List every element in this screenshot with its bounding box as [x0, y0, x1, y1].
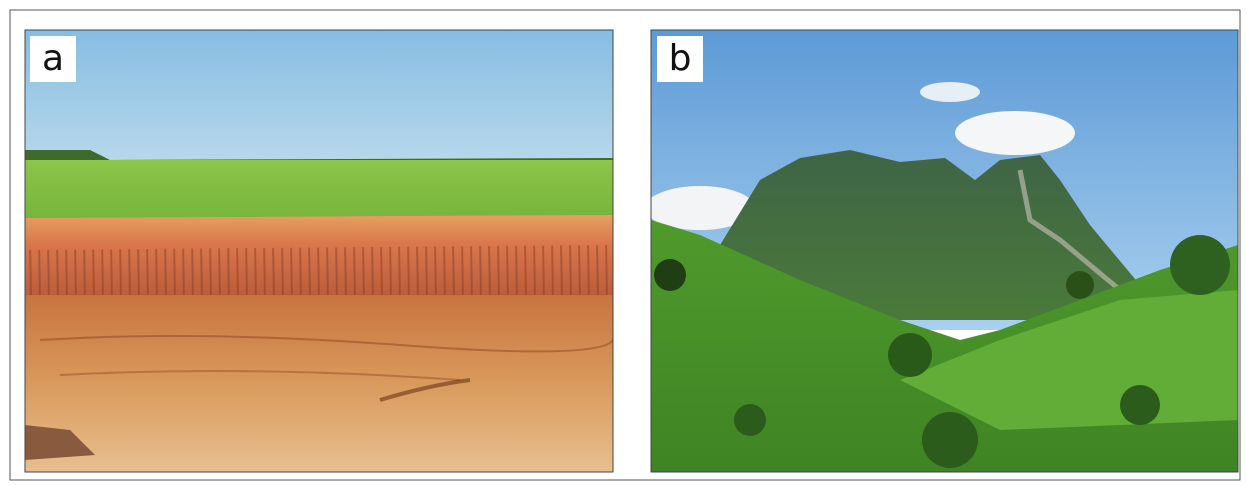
panel-label: a	[42, 38, 64, 79]
photo-a	[25, 30, 613, 472]
photo-border	[24, 29, 614, 473]
photo-border	[650, 29, 1239, 473]
panel-label: b	[669, 38, 692, 79]
label-box	[657, 36, 703, 82]
frame	[9, 9, 1241, 481]
label-box	[30, 36, 76, 82]
photo-b	[651, 30, 1238, 472]
